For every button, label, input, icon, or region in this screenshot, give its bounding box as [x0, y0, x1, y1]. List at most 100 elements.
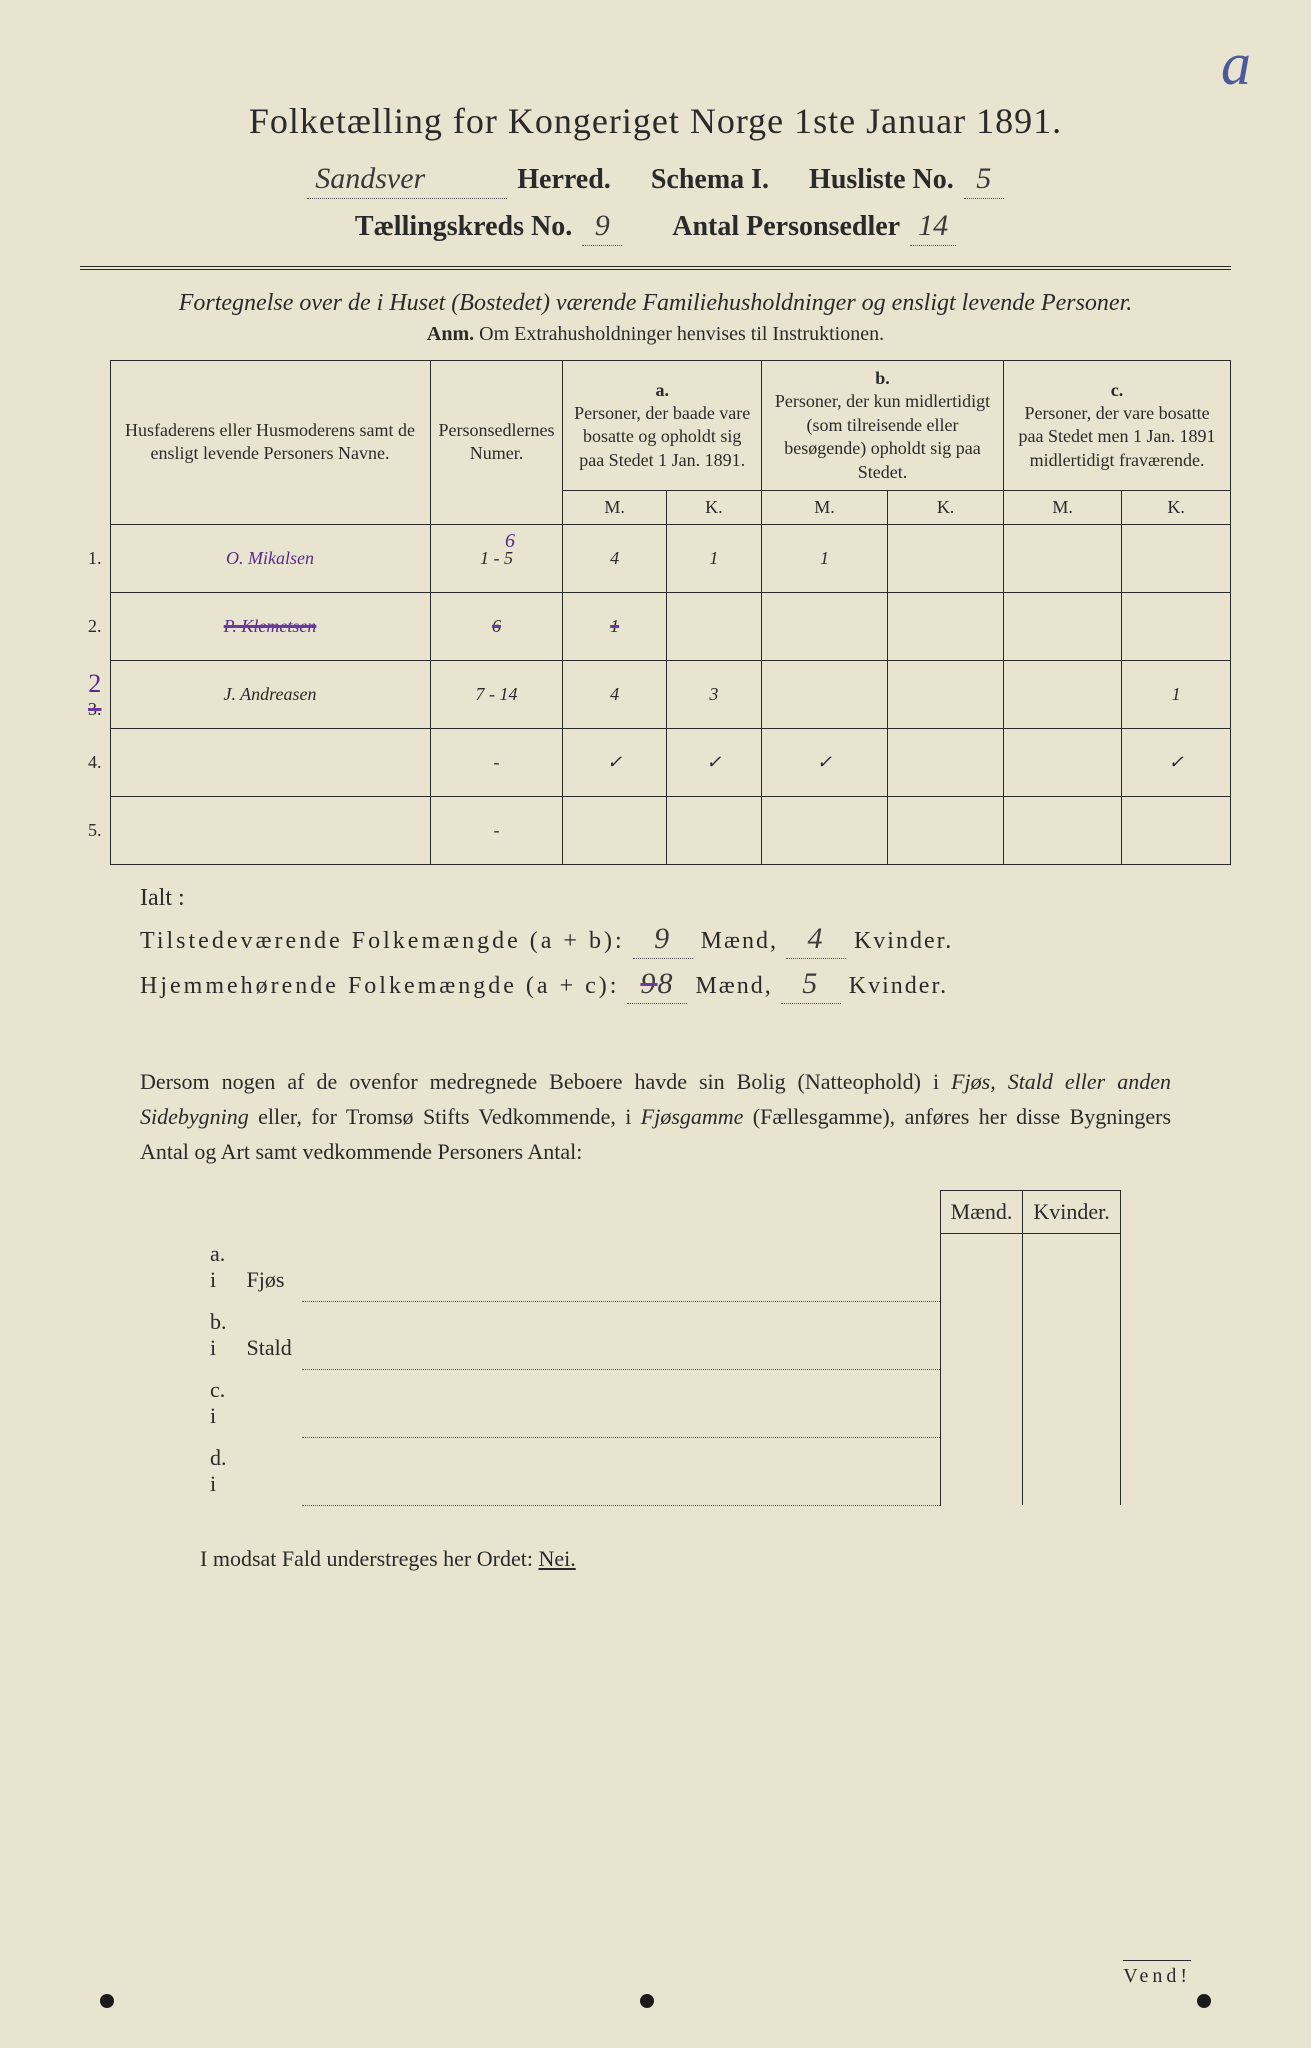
kreds-label: Tællingskreds No.	[355, 211, 572, 243]
a-k	[666, 796, 761, 864]
b-m	[761, 796, 887, 864]
col-b: b. Personer, der kun midlertidigt (som t…	[761, 361, 1003, 491]
table-row: 4. - ✓ ✓ ✓ ✓	[80, 728, 1231, 796]
row-number: 2.	[80, 592, 110, 660]
row-letter: c. i	[200, 1369, 237, 1437]
household-table: Husfaderens eller Husmoderens samt de en…	[80, 360, 1231, 865]
a-k: 1	[666, 524, 761, 592]
col-a: a. Personer, der baade vare bosatte og o…	[563, 361, 761, 491]
row-number: 2 3.	[80, 660, 110, 728]
k-cell	[1023, 1301, 1120, 1369]
punch-hole	[100, 1994, 114, 2008]
c-k	[1122, 592, 1231, 660]
c-k	[1122, 524, 1231, 592]
vend-label: Vend!	[1123, 1960, 1191, 1988]
building-row: a. i Fjøs	[200, 1233, 1120, 1301]
building-row: d. i	[200, 1437, 1120, 1505]
a-m: 4	[563, 524, 666, 592]
kreds-value: 9	[582, 209, 622, 246]
row-letter: a. i	[200, 1233, 237, 1301]
b-k	[888, 524, 1004, 592]
herred-value: Sandsver	[307, 162, 507, 199]
row-number: 1.	[80, 524, 110, 592]
subtitle: Fortegnelse over de i Huset (Bostedet) v…	[120, 290, 1191, 317]
a-k: ✓	[666, 728, 761, 796]
antal-label: Antal Personsedler	[672, 211, 900, 243]
c-m	[1004, 728, 1122, 796]
b-m: 1	[761, 524, 887, 592]
a-m: ✓	[563, 728, 666, 796]
k-cell	[1023, 1437, 1120, 1505]
building-type: Fjøs	[237, 1233, 302, 1301]
person-nums: 1 - 56	[430, 524, 563, 592]
modsat-line: I modsat Fald understreges her Ordet: Ne…	[200, 1546, 1111, 1572]
a-m: 1	[563, 592, 666, 660]
table-row: 5. -	[80, 796, 1231, 864]
dotted-line	[302, 1437, 940, 1505]
person-nums: -	[430, 796, 563, 864]
c-m	[1004, 524, 1122, 592]
table-row: 1. O. Mikalsen 1 - 56 4 1 1	[80, 524, 1231, 592]
m-cell	[940, 1301, 1023, 1369]
antal-value: 14	[910, 209, 956, 246]
b-m: ✓	[761, 728, 887, 796]
a-k: 3	[666, 660, 761, 728]
b-k	[888, 728, 1004, 796]
householder-name: J. Andreasen	[110, 660, 430, 728]
person-nums: 7 - 14	[430, 660, 563, 728]
c-k	[1122, 796, 1231, 864]
col-names: Husfaderens eller Husmoderens samt de en…	[110, 361, 430, 525]
b-k	[888, 592, 1004, 660]
householder-name	[110, 796, 430, 864]
row-letter: d. i	[200, 1437, 237, 1505]
meta-line-2: Tællingskreds No. 9 Antal Personsedler 1…	[120, 209, 1191, 246]
householder-name: O. Mikalsen	[110, 524, 430, 592]
schema-label: Schema I.	[651, 164, 769, 196]
instruction-paragraph: Dersom nogen af de ovenfor medregnede Be…	[140, 1064, 1171, 1170]
page-title: Folketælling for Kongeriget Norge 1ste J…	[80, 100, 1231, 142]
building-type: Stald	[237, 1301, 302, 1369]
ialt-label: Ialt :	[140, 885, 1231, 912]
building-row: b. i Stald	[200, 1301, 1120, 1369]
lower-m-head: Mænd.	[940, 1190, 1023, 1233]
table-row: 2 3. J. Andreasen 7 - 14 4 3 1	[80, 660, 1231, 728]
b-k	[888, 660, 1004, 728]
col-c: c. Personer, der vare bosatte paa Stedet…	[1004, 361, 1231, 491]
anm-note: Anm. Anm. Om Extrahusholdninger henvises…	[80, 323, 1231, 346]
c-m	[1004, 796, 1122, 864]
punch-hole	[1197, 1994, 1211, 2008]
col-a-m: M.	[563, 490, 666, 524]
person-nums: -	[430, 728, 563, 796]
summary-present: Tilstedeværende Folkemængde (a + b): 9 M…	[140, 922, 1171, 959]
husliste-label: Husliste No.	[809, 164, 954, 196]
col-b-m: M.	[761, 490, 887, 524]
building-row: c. i	[200, 1369, 1120, 1437]
row-number: 4.	[80, 728, 110, 796]
corner-annotation: a	[1221, 30, 1251, 99]
c-k: ✓	[1122, 728, 1231, 796]
building-type	[237, 1369, 302, 1437]
herred-label: Herred.	[517, 164, 611, 196]
col-a-k: K.	[666, 490, 761, 524]
dotted-line	[302, 1301, 940, 1369]
c-m	[1004, 592, 1122, 660]
m-cell	[940, 1437, 1023, 1505]
a-m: 4	[563, 660, 666, 728]
col-c-m: M.	[1004, 490, 1122, 524]
building-type	[237, 1437, 302, 1505]
dotted-line	[302, 1369, 940, 1437]
a-m	[563, 796, 666, 864]
col-nums: Personsedlernes Numer.	[430, 361, 563, 525]
k-cell	[1023, 1369, 1120, 1437]
summary-resident: Hjemmehørende Folkemængde (a + c): 98 Mæ…	[140, 967, 1171, 1004]
row-letter: b. i	[200, 1301, 237, 1369]
col-c-k: K.	[1122, 490, 1231, 524]
b-m	[761, 592, 887, 660]
b-m	[761, 660, 887, 728]
dotted-line	[302, 1233, 940, 1301]
divider	[80, 266, 1231, 270]
person-nums: 6	[430, 592, 563, 660]
census-form-page: a Folketælling for Kongeriget Norge 1ste…	[0, 0, 1311, 2048]
lower-k-head: Kvinder.	[1023, 1190, 1120, 1233]
row-number: 5.	[80, 796, 110, 864]
